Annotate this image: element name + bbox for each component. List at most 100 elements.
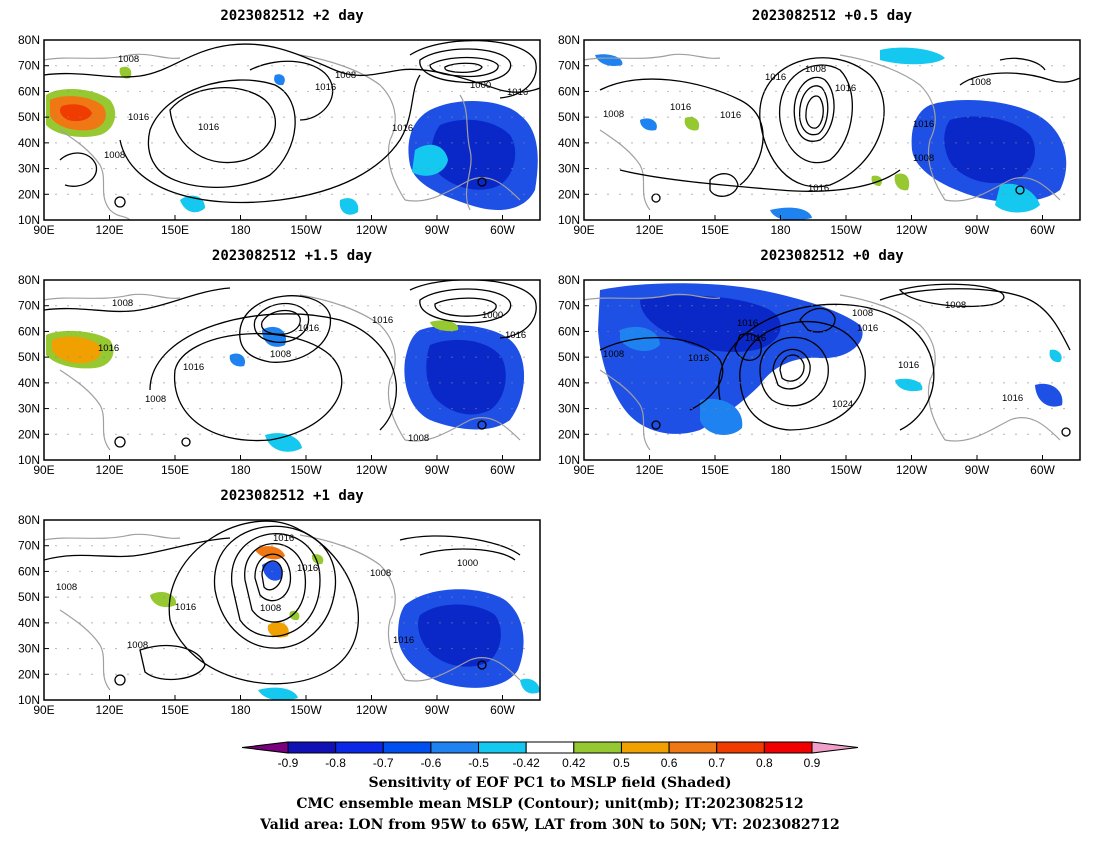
- contour-label: 1016: [372, 315, 393, 326]
- contour-label: 1016: [297, 563, 318, 574]
- grid-dot: [319, 167, 321, 170]
- lon-tick-label: 60W: [1030, 223, 1055, 237]
- grid-dot: [631, 193, 633, 195]
- grid-dot: [859, 407, 861, 410]
- grid-dot: [991, 90, 993, 93]
- grid-dot: [523, 193, 525, 195]
- grid-dot: [247, 90, 249, 93]
- grid-dot: [799, 90, 801, 93]
- grid-dot: [835, 90, 837, 93]
- lat-tick-label: 50N: [558, 110, 580, 124]
- grid-dot: [763, 65, 765, 67]
- grid-dot: [427, 142, 429, 144]
- grid-dot: [895, 305, 897, 307]
- colorbar-swatch: [525, 741, 575, 754]
- lon-tick-label: 150W: [290, 463, 322, 477]
- grid-dot: [883, 305, 885, 307]
- grid-dot: [751, 330, 753, 333]
- grid-dot: [931, 167, 933, 170]
- grid-dot: [475, 90, 477, 93]
- grid-dot: [1063, 330, 1065, 333]
- grid-dot: [91, 647, 93, 650]
- lat-tick-label: 20N: [18, 427, 40, 441]
- grid-dot: [523, 356, 525, 358]
- grid-dot: [1051, 90, 1053, 93]
- grid-dot: [739, 433, 741, 435]
- grid-dot: [343, 305, 345, 307]
- grid-dot: [55, 90, 57, 93]
- grid-dot: [439, 193, 441, 195]
- grid-dot: [415, 193, 417, 195]
- grid-dot: [223, 545, 225, 547]
- grid-dot: [631, 407, 633, 410]
- grid-dot: [307, 673, 309, 675]
- grid-dot: [103, 622, 105, 624]
- grid-dot: [379, 407, 381, 410]
- grid-dot: [631, 65, 633, 67]
- grid-dot: [895, 65, 897, 67]
- grid-dot: [919, 305, 921, 307]
- grid-dot: [847, 90, 849, 93]
- lon-tick-label: 90W: [425, 223, 450, 237]
- grid-dot: [835, 142, 837, 144]
- grid-dot: [715, 193, 717, 195]
- contour-label: 1016: [505, 330, 526, 341]
- grid-dot: [787, 382, 789, 384]
- grid-dot: [403, 305, 405, 307]
- grid-dot: [931, 142, 933, 144]
- lat-tick-label: 60N: [18, 564, 40, 578]
- grid-dot: [79, 622, 81, 624]
- grid-dot: [199, 647, 201, 650]
- grid-dot: [1063, 116, 1065, 118]
- grid-dot: [955, 382, 957, 384]
- grid-dot: [511, 116, 513, 118]
- grid-dot: [667, 356, 669, 358]
- grid-dot: [919, 193, 921, 195]
- grid-dot: [607, 356, 609, 358]
- grid-dot: [355, 193, 357, 195]
- colorbar-label: -0.5: [468, 756, 489, 770]
- grid-dot: [643, 167, 645, 170]
- grid-dot: [271, 65, 273, 67]
- grid-dot: [703, 142, 705, 144]
- grid-dot: [235, 407, 237, 410]
- grid-dot: [331, 356, 333, 358]
- grid-dot: [139, 570, 141, 573]
- grid-dot: [955, 305, 957, 307]
- lon-tick-label: 60W: [1030, 463, 1055, 477]
- grid-dot: [835, 193, 837, 195]
- grid-dot: [823, 167, 825, 170]
- grid-dot: [91, 305, 93, 307]
- grid-dot: [1063, 167, 1065, 170]
- grid-dot: [883, 90, 885, 93]
- grid-dot: [487, 90, 489, 93]
- grid-dot: [79, 65, 81, 67]
- grid-dot: [127, 193, 129, 195]
- grid-dot: [355, 167, 357, 170]
- grid-dot: [223, 622, 225, 624]
- grid-dot: [859, 356, 861, 358]
- grid-dot: [631, 142, 633, 144]
- grid-dot: [475, 622, 477, 624]
- grid-dot: [187, 596, 189, 598]
- grid-dot: [415, 622, 417, 624]
- grid-dot: [211, 65, 213, 67]
- grid-dot: [151, 570, 153, 573]
- grid-dot: [427, 407, 429, 410]
- grid-dot: [415, 647, 417, 650]
- grid-dot: [667, 142, 669, 144]
- grid-dot: [499, 65, 501, 67]
- grid-dot: [307, 193, 309, 195]
- grid-dot: [331, 622, 333, 624]
- grid-dot: [799, 305, 801, 307]
- grid-dot: [799, 116, 801, 118]
- grid-dot: [487, 545, 489, 547]
- grid-dot: [595, 167, 597, 170]
- grid-dot: [223, 407, 225, 410]
- lat-tick-label: 60N: [558, 84, 580, 98]
- contour-labels: 1016 1016 1008 1000 1008 1016 1008 1008 …: [56, 533, 478, 651]
- grid-dot: [523, 330, 525, 333]
- grid-dot: [991, 193, 993, 195]
- grid-dot: [331, 142, 333, 144]
- grid-dot: [103, 407, 105, 410]
